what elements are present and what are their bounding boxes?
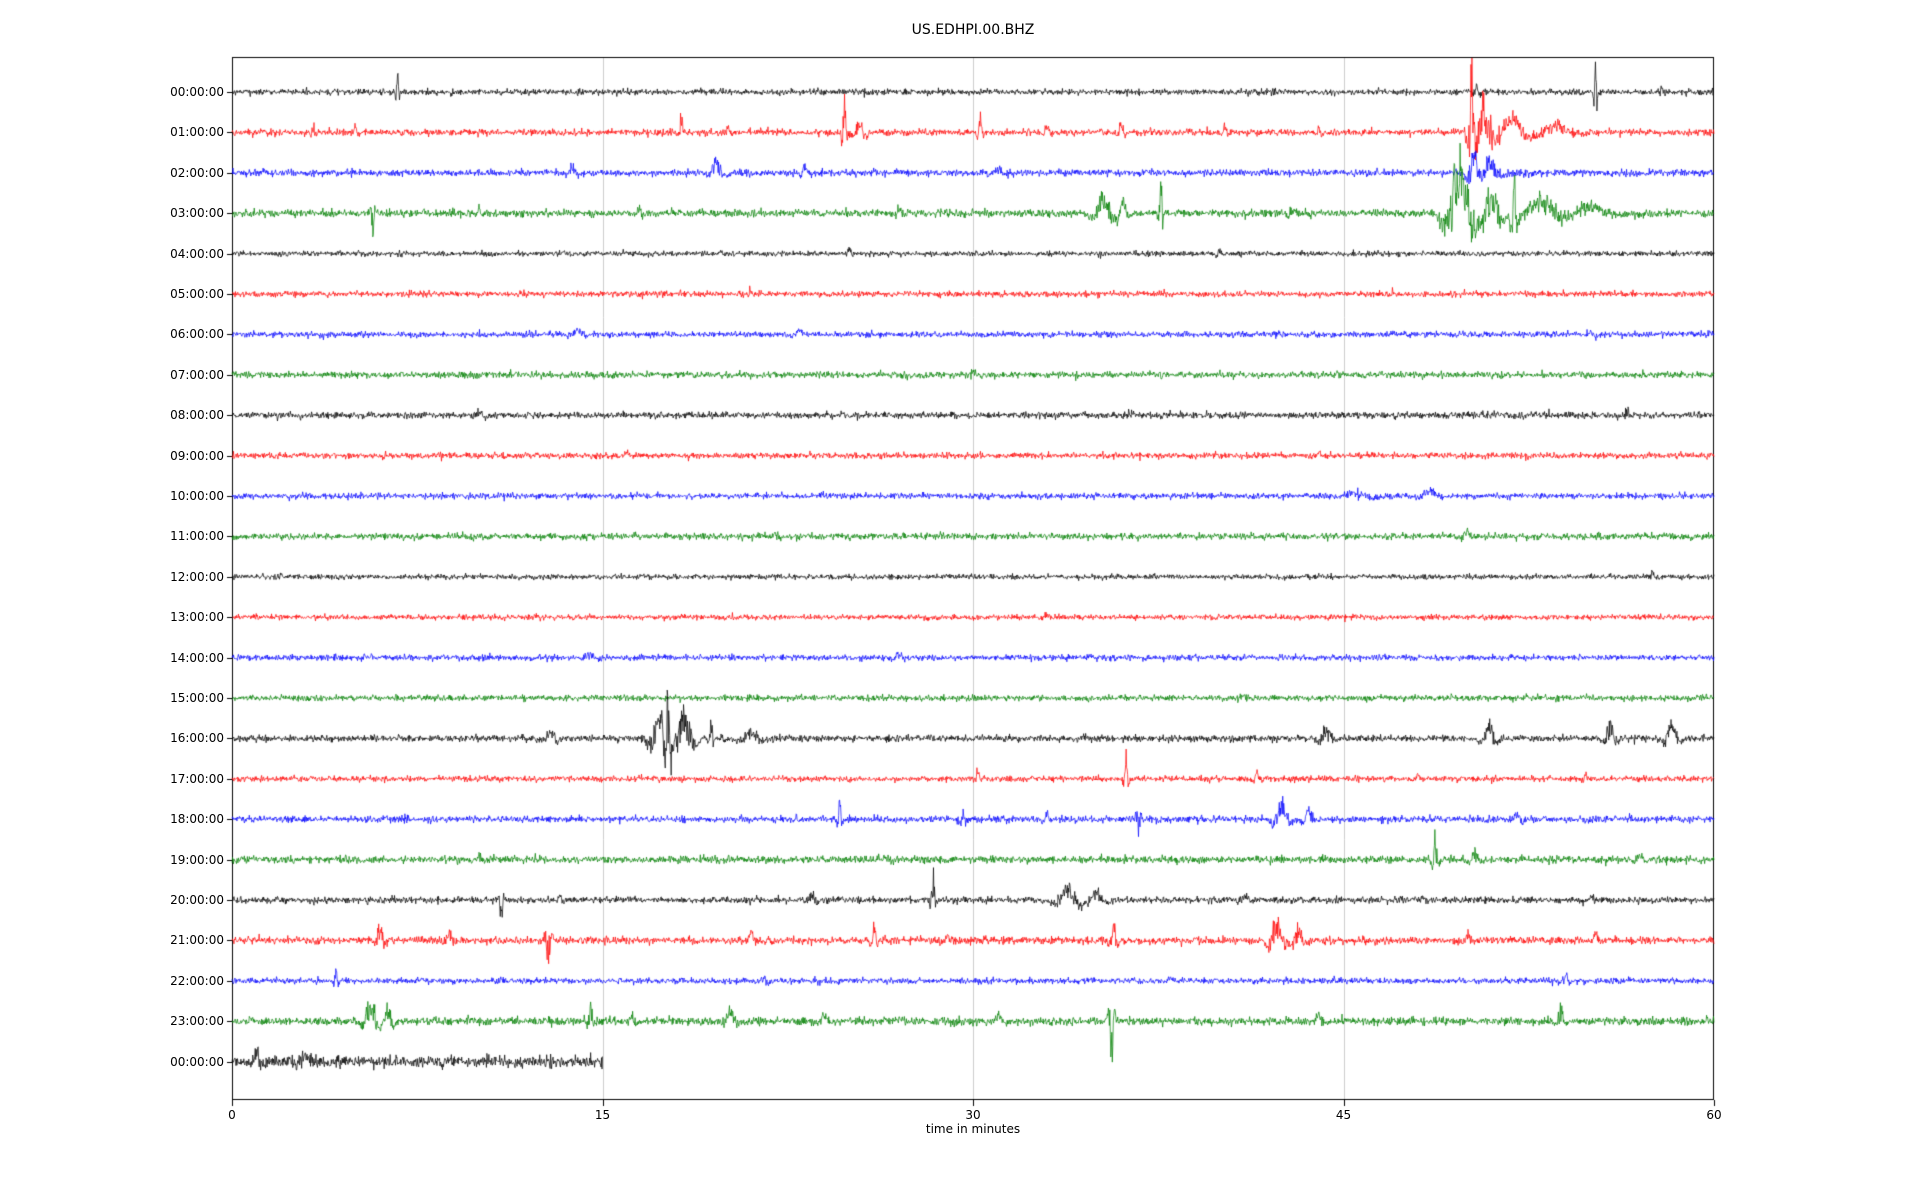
row-label: 18:00:00: [170, 812, 224, 827]
x-tick-label: 45: [1335, 1108, 1352, 1122]
row-label: 00:00:00: [170, 1054, 224, 1069]
row-label: 00:00:00: [170, 85, 224, 99]
row-label: 11:00:00: [170, 529, 224, 544]
row-label: 23:00:00: [170, 1014, 224, 1029]
x-tick-label: 60: [1706, 1108, 1722, 1122]
x-tick-label: 0: [228, 1108, 236, 1122]
row-label: 10:00:00: [170, 489, 224, 503]
row-label: 17:00:00: [170, 771, 224, 786]
row-label: 08:00:00: [170, 408, 224, 423]
row-label: 19:00:00: [170, 852, 224, 867]
row-label: 04:00:00: [170, 246, 224, 261]
x-tick-label: 30: [965, 1108, 981, 1122]
row-label: 01:00:00: [170, 125, 224, 140]
row-label: 07:00:00: [170, 367, 224, 382]
row-label: 14:00:00: [170, 650, 224, 665]
x-tick-label: 15: [594, 1108, 611, 1122]
row-label: 02:00:00: [170, 165, 224, 180]
row-label: 21:00:00: [170, 933, 224, 948]
x-axis-label: time in minutes: [925, 1122, 1021, 1136]
row-label: 20:00:00: [170, 893, 224, 907]
row-label: 13:00:00: [170, 610, 224, 625]
row-label: 12:00:00: [170, 569, 224, 584]
row-label: 15:00:00: [170, 691, 224, 705]
row-label: 09:00:00: [170, 448, 224, 463]
row-label: 05:00:00: [170, 287, 224, 301]
row-label: 03:00:00: [170, 206, 224, 221]
row-label: 06:00:00: [170, 327, 224, 342]
row-label: 16:00:00: [170, 731, 224, 746]
row-label: 22:00:00: [170, 973, 224, 988]
